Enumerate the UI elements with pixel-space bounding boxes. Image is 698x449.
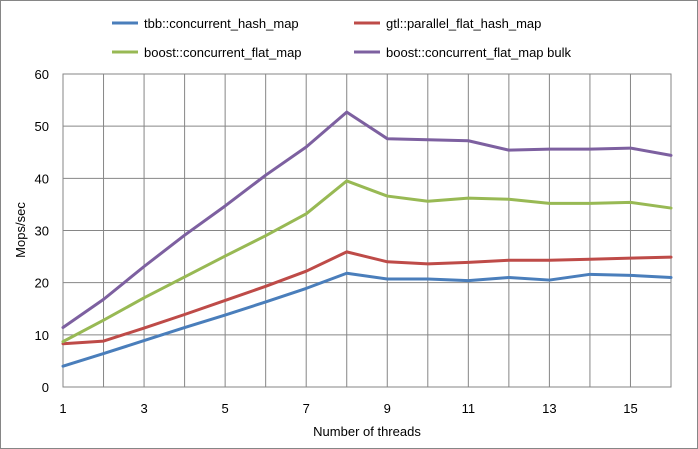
x-axis-title: Number of threads <box>313 424 421 439</box>
x-tick-label: 7 <box>303 401 310 416</box>
x-tick-label: 15 <box>623 401 637 416</box>
x-tick-label: 9 <box>384 401 391 416</box>
series-line-1 <box>61 271 673 368</box>
series-line-3 <box>61 179 673 344</box>
legend-label-2: gtl::parallel_flat_hash_map <box>386 16 541 31</box>
grid <box>62 73 672 388</box>
x-tick-label: 3 <box>140 401 147 416</box>
x-axis-ticks: 1 3 5 7 9 11 13 15 <box>59 401 637 416</box>
y-tick-label: 60 <box>35 67 49 82</box>
series-line-4 <box>61 110 673 330</box>
y-axis-ticks: 0 10 20 30 40 50 60 <box>35 67 49 395</box>
plot-area-border <box>62 73 672 388</box>
y-tick-label: 40 <box>35 171 49 186</box>
y-tick-label: 20 <box>35 276 49 291</box>
y-axis-title: Mops/sec <box>13 202 28 258</box>
x-tick-label: 13 <box>542 401 556 416</box>
y-tick-label: 50 <box>35 119 49 134</box>
legend-label-3: boost::concurrent_flat_map <box>144 45 302 60</box>
legend: tbb::concurrent_hash_map gtl::parallel_fl… <box>112 16 571 60</box>
legend-label-4: boost::concurrent_flat_map bulk <box>386 45 571 60</box>
y-tick-label: 10 <box>35 328 49 343</box>
legend-label-1: tbb::concurrent_hash_map <box>144 16 299 31</box>
x-tick-label: 1 <box>59 401 66 416</box>
series-layer <box>61 110 673 368</box>
x-tick-label: 5 <box>222 401 229 416</box>
y-tick-label: 30 <box>35 224 49 239</box>
y-tick-label: 0 <box>42 380 49 395</box>
series-line-2 <box>61 250 673 346</box>
x-tick-label: 11 <box>462 401 476 416</box>
